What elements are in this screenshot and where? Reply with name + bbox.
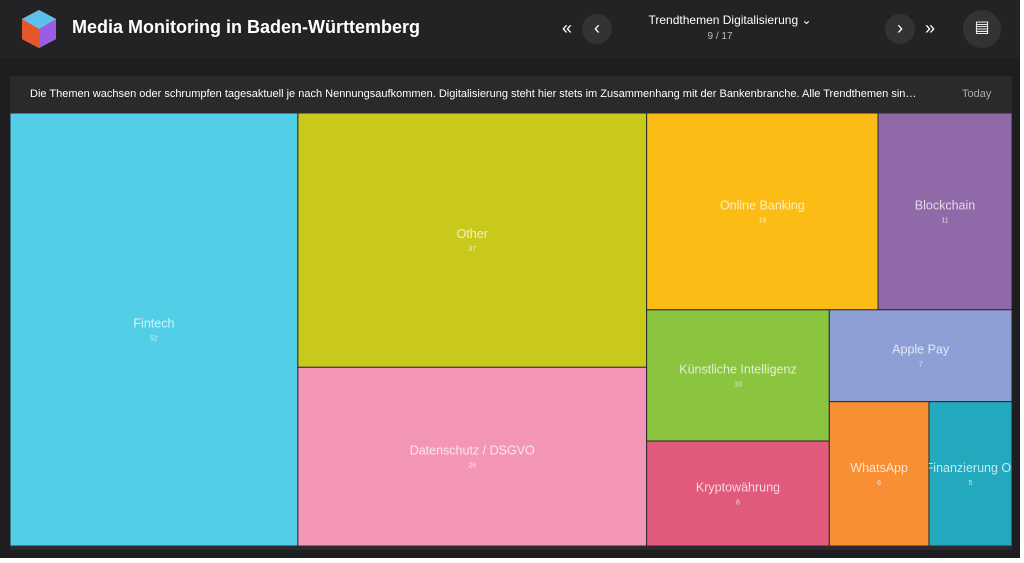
tile-labels: Fintech 52: [133, 317, 174, 343]
tile[interactable]: Künstliche Intelligenz 10: [646, 309, 830, 442]
tile-label: WhatsApp: [850, 461, 908, 475]
tile-value: 8: [736, 500, 740, 507]
tile-rect: [10, 112, 299, 547]
app-title: Media Monitoring in Baden-Württemberg: [72, 17, 420, 37]
tile-labels: Blockchain 11: [915, 198, 975, 224]
dashboard-select[interactable]: Trendthemen Digitalisierung ⌄: [648, 13, 812, 27]
tile-label: Künstliche Intelligenz: [679, 362, 796, 376]
tile-label: Apple Pay: [892, 343, 950, 357]
tile-value: 52: [150, 336, 158, 343]
panel: Die Themen wachsen oder schrumpfen tages…: [10, 76, 1012, 550]
tile-value: 10: [734, 381, 742, 388]
tile-label: Other: [457, 227, 488, 241]
tile-value: 26: [468, 463, 476, 470]
tile-labels: Künstliche Intelligenz 10: [679, 362, 796, 388]
period: Today: [962, 88, 992, 100]
tile-label: Online Banking: [720, 198, 805, 212]
description: Die Themen wachsen oder schrumpfen tages…: [30, 88, 917, 100]
tile[interactable]: Apple Pay 7: [828, 309, 1012, 403]
tile-value: 5: [969, 480, 973, 487]
tile-value: 11: [941, 217, 948, 224]
next-page[interactable]: ›: [885, 14, 915, 44]
tile-rect: [646, 112, 879, 311]
tile[interactable]: Finanzierung Or 5: [926, 401, 1012, 547]
treemap: Fintech 52 Other 37 Datenschutz / DSGVO 26 Onl…: [10, 112, 1012, 547]
tile-labels: Other 37: [457, 227, 488, 253]
header: Media Monitoring in Baden-Württemberg « …: [0, 0, 1020, 58]
tile-labels: Kryptowährung 8: [696, 481, 780, 507]
tile-rect: [297, 112, 648, 368]
tile-rect: [646, 440, 830, 547]
logo[interactable]: [20, 9, 58, 49]
tile-label: Kryptowährung: [696, 481, 780, 495]
tile-labels: Finanzierung Or 5: [926, 461, 1012, 487]
tile-labels: Apple Pay 7: [892, 343, 950, 369]
tile[interactable]: Fintech 52: [10, 112, 299, 547]
tile[interactable]: Online Banking 19: [646, 112, 879, 311]
tile-rect: [828, 401, 930, 547]
tile-label: Blockchain: [915, 198, 975, 212]
tile-value: 37: [468, 246, 476, 253]
tile-label: Fintech: [133, 317, 174, 331]
tile-rect: [646, 309, 830, 442]
tile-value: 6: [877, 480, 881, 487]
tile[interactable]: Blockchain 11: [877, 112, 1012, 311]
tile-labels: Online Banking 19: [720, 198, 805, 224]
first-page[interactable]: «: [561, 18, 572, 38]
tile-labels: WhatsApp 6: [850, 461, 908, 487]
tile-labels: Datenschutz / DSGVO 26: [410, 444, 535, 470]
page-indicator: 9 / 17: [707, 31, 733, 42]
dashboard-name[interactable]: Trendthemen Digitalisierung: [648, 13, 799, 27]
tile-rect: [877, 112, 1012, 311]
tile-label: Datenschutz / DSGVO: [410, 444, 535, 458]
tile-value: 19: [758, 217, 766, 224]
tile[interactable]: WhatsApp 6: [828, 401, 930, 547]
prev-page[interactable]: ‹: [582, 14, 612, 44]
last-page[interactable]: »: [924, 18, 935, 38]
tile-value: 7: [919, 362, 923, 369]
tile[interactable]: Other 37: [297, 112, 648, 368]
tile[interactable]: Datenschutz / DSGVO 26: [297, 366, 648, 547]
tile-label: Finanzierung Or: [926, 461, 1012, 475]
tile[interactable]: Kryptowährung 8: [646, 440, 830, 547]
menu-button[interactable]: ▤: [963, 10, 1001, 48]
